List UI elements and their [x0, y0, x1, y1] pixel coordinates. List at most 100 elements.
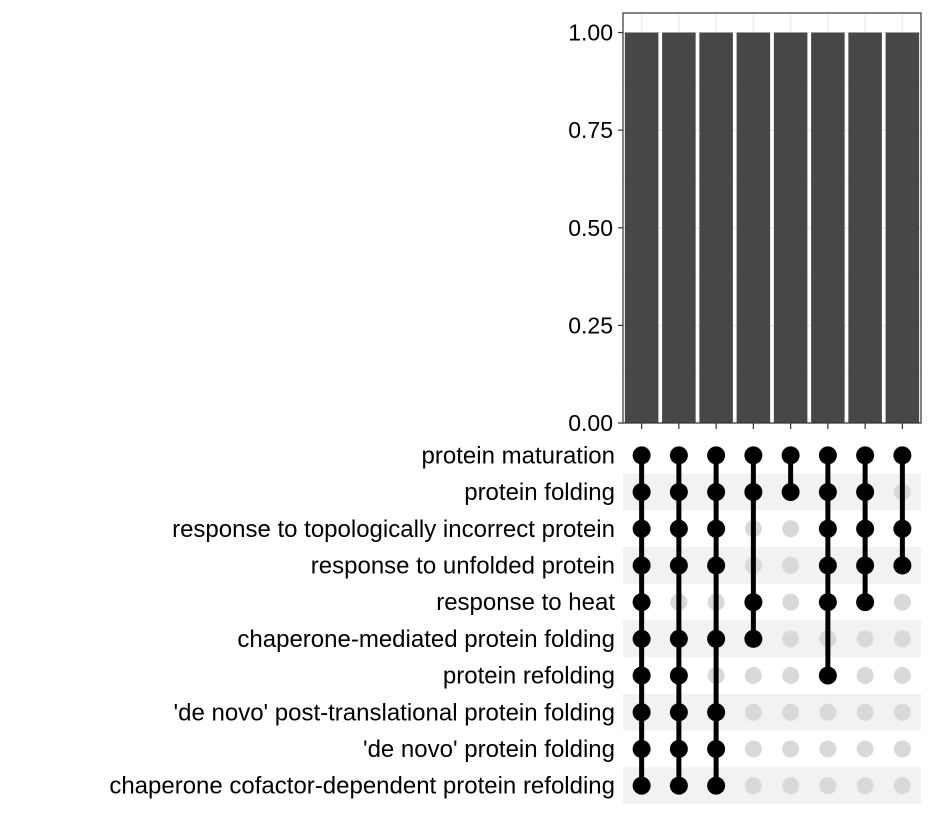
matrix-dot-active: [707, 483, 726, 502]
matrix-dot-inactive: [856, 630, 874, 648]
matrix-stripe: [623, 767, 921, 804]
matrix-dot-active: [893, 556, 912, 575]
matrix-dot-active: [669, 776, 688, 795]
matrix-dot-inactive: [893, 667, 911, 685]
matrix-dot-active: [818, 593, 837, 612]
set-label: response to unfolded protein: [311, 552, 615, 579]
matrix-dot-active: [707, 519, 726, 538]
matrix-dot-active: [856, 593, 875, 612]
matrix-dot-active: [669, 556, 688, 575]
matrix-dot-inactive: [782, 630, 800, 648]
matrix-dot-inactive: [819, 740, 837, 758]
matrix-dot-active: [893, 519, 912, 538]
matrix-dot-active: [818, 483, 837, 502]
set-label: 'de novo' post-translational protein fol…: [174, 699, 615, 726]
matrix-dot-active: [632, 739, 651, 758]
matrix-dot-active: [893, 446, 912, 465]
matrix-dot-active: [632, 703, 651, 722]
set-label: protein maturation: [422, 442, 615, 469]
matrix-dot-inactive: [782, 556, 800, 574]
set-label: protein folding: [464, 479, 615, 506]
set-label: chaperone-mediated protein folding: [237, 626, 615, 653]
set-label: chaperone cofactor-dependent protein ref…: [109, 773, 615, 800]
y-tick-label: 0.75: [568, 117, 613, 143]
matrix-dot-active: [669, 703, 688, 722]
y-tick-label: 0.25: [568, 312, 613, 338]
matrix-panel: protein maturation protein folding respons…: [109, 442, 921, 804]
matrix-dot-active: [632, 629, 651, 648]
y-tick-label: 0.00: [568, 410, 613, 436]
bar: [736, 32, 771, 424]
matrix-dot-active: [707, 776, 726, 795]
matrix-dot-inactive: [782, 740, 800, 758]
matrix-dot-active: [744, 629, 763, 648]
matrix-dot-active: [856, 446, 875, 465]
bar-panel: 0.00 0.25 0.50 0.75 1.00: [568, 12, 922, 436]
matrix-dot-inactive: [856, 777, 874, 795]
matrix-dot-active: [781, 483, 800, 502]
matrix-dot-active: [632, 776, 651, 795]
matrix-dot-inactive: [893, 593, 911, 611]
bar: [848, 32, 882, 424]
matrix-dot-inactive: [782, 667, 800, 685]
bar: [811, 32, 845, 424]
matrix-dot-active: [781, 446, 800, 465]
matrix-dot-active: [669, 446, 688, 465]
matrix-dot-inactive: [744, 703, 762, 721]
matrix-dot-active: [856, 519, 875, 538]
bar: [662, 32, 696, 424]
matrix-dot-active: [818, 666, 837, 685]
matrix-stripe: [623, 473, 921, 511]
matrix-stripe: [623, 547, 921, 584]
matrix-dot-active: [707, 556, 726, 575]
matrix-stripe: [623, 693, 921, 731]
matrix-dot-active: [632, 483, 651, 502]
matrix-dot-active: [744, 593, 763, 612]
y-tick-label: 0.50: [568, 215, 613, 241]
set-label: response to topologically incorrect prot…: [172, 516, 615, 543]
matrix-dot-inactive: [819, 777, 837, 795]
matrix-dot-active: [744, 483, 763, 502]
set-label: 'de novo' protein folding: [363, 736, 615, 763]
bar: [885, 32, 920, 424]
matrix-dot-inactive: [856, 740, 874, 758]
matrix-dot-active: [707, 446, 726, 465]
bar: [699, 32, 733, 424]
matrix-dot-active: [669, 739, 688, 758]
bar: [624, 32, 659, 424]
matrix-dot-inactive: [782, 703, 800, 721]
bar: [773, 32, 808, 424]
matrix-dot-inactive: [893, 703, 911, 721]
set-label: protein refolding: [443, 663, 615, 690]
matrix-dot-active: [632, 666, 651, 685]
matrix-dot-active: [669, 519, 688, 538]
matrix-dot-inactive: [744, 667, 762, 685]
matrix-dot-inactive: [893, 630, 911, 648]
matrix-dot-inactive: [819, 703, 837, 721]
matrix-dot-active: [818, 446, 837, 465]
matrix-dot-active: [632, 446, 651, 465]
set-label: response to heat: [436, 589, 615, 616]
matrix-dot-active: [632, 556, 651, 575]
y-tick-label: 1.00: [568, 20, 613, 46]
matrix-dot-active: [707, 739, 726, 758]
matrix-dot-inactive: [744, 740, 762, 758]
matrix-dot-active: [856, 483, 875, 502]
matrix-dot-inactive: [856, 703, 874, 721]
matrix-dot-active: [744, 446, 763, 465]
matrix-dot-active: [669, 629, 688, 648]
matrix-dot-inactive: [782, 520, 800, 538]
matrix-dot-active: [856, 556, 875, 575]
matrix-dot-active: [818, 519, 837, 538]
matrix-dot-active: [632, 593, 651, 612]
matrix-dot-active: [632, 519, 651, 538]
matrix-dot-inactive: [893, 740, 911, 758]
matrix-dot-active: [707, 629, 726, 648]
matrix-dot-inactive: [744, 777, 762, 795]
matrix-dot-inactive: [782, 593, 800, 611]
matrix-stripe: [623, 620, 921, 658]
matrix-dot-active: [818, 556, 837, 575]
bar-panel-border: [622, 12, 922, 424]
matrix-dot-inactive: [782, 777, 800, 795]
